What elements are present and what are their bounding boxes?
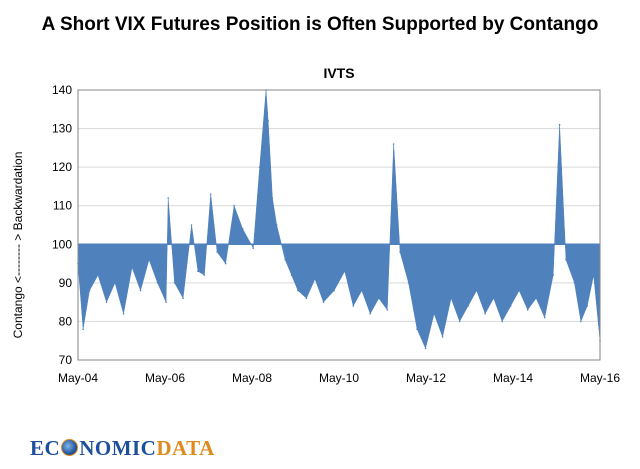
- ivts-point-55: [501, 320, 503, 323]
- ivts-point-64: [573, 282, 576, 284]
- y-tick-label-140: 140: [52, 83, 72, 97]
- y-tick-label-130: 130: [52, 122, 72, 136]
- y-tick-label-80: 80: [59, 314, 73, 328]
- ivts-point-31: [297, 289, 299, 292]
- ivts-point-3: [97, 274, 99, 276]
- ivts-point-15: [190, 224, 193, 226]
- ivts-point-24: [258, 166, 261, 168]
- ivts-point-29: [284, 258, 286, 261]
- ivts-point-63: [565, 258, 567, 261]
- ivts-point-40: [377, 297, 380, 300]
- ivts-point-46: [424, 347, 427, 350]
- x-tick-label-May-12: May-12: [406, 371, 446, 385]
- ivts-point-8: [139, 289, 142, 292]
- ivts-series-area: [77, 89, 601, 350]
- ivts-point-19: [216, 251, 218, 253]
- x-tick-label-May-16: May-16: [580, 371, 620, 385]
- ivts-point-43: [399, 251, 401, 253]
- ivts-point-10: [156, 282, 159, 284]
- ivts-point-14: [182, 297, 184, 300]
- ivts-point-66: [586, 305, 589, 307]
- ivts-point-23: [252, 247, 255, 249]
- ivts-point-47: [433, 312, 435, 315]
- ivts-point-18: [209, 193, 212, 195]
- globe-icon: [61, 439, 79, 456]
- ivts-point-49: [450, 297, 452, 300]
- ivts-point-30: [290, 274, 293, 276]
- ivts-point-4: [105, 301, 108, 303]
- ivts-point-61: [552, 274, 555, 276]
- ivts-point-39: [369, 312, 372, 315]
- ivts-point-16: [197, 270, 199, 273]
- x-tick-label-May-04: May-04: [58, 371, 98, 385]
- ivts-point-22: [241, 228, 244, 230]
- ivts-point-11: [165, 301, 167, 303]
- ivts-point-38: [360, 289, 363, 292]
- logo-part-1: EC: [30, 436, 61, 460]
- ivts-point-9: [148, 258, 150, 261]
- y-tick-label-90: 90: [59, 276, 73, 290]
- chart-title: IVTS: [323, 65, 354, 81]
- x-tick-label-May-08: May-08: [232, 371, 272, 385]
- ivts-point-44: [407, 282, 410, 284]
- ivts-point-60: [543, 316, 546, 319]
- page-title: A Short VIX Futures Position is Often Su…: [41, 14, 599, 35]
- ivts-point-20: [224, 262, 227, 265]
- ivts-point-36: [343, 270, 346, 273]
- x-tick-label-May-06: May-06: [145, 371, 185, 385]
- y-tick-label-120: 120: [52, 160, 72, 174]
- x-tick-label-May-14: May-14: [493, 371, 533, 385]
- ivts-point-27: [271, 197, 274, 199]
- ivts-point-34: [322, 301, 325, 303]
- ivts-point-35: [333, 289, 335, 292]
- ivts-point-50: [458, 320, 461, 323]
- y-tick-label-70: 70: [59, 353, 73, 367]
- logo-part-3: DATA: [156, 436, 215, 460]
- ivts-point-1: [82, 328, 84, 330]
- ivts-point-26: [267, 120, 269, 122]
- ivts-point-59: [535, 297, 537, 300]
- ivts-point-41: [386, 309, 389, 311]
- y-tick-label-100: 100: [52, 237, 72, 251]
- ivts-point-5: [114, 282, 116, 284]
- y-tick-label-110: 110: [53, 199, 72, 213]
- ivts-point-51: [467, 305, 469, 307]
- plot-area-border: [77, 89, 601, 361]
- ivts-point-6: [122, 312, 125, 315]
- x-tick-label-May-10: May-10: [319, 371, 359, 385]
- ivts-point-21: [233, 204, 235, 207]
- ivts-point-57: [518, 289, 520, 292]
- ivts-point-37: [352, 305, 355, 307]
- logo-part-2: NOMIC: [79, 436, 157, 460]
- ivts-chart: IVTS Contango <-------- > Backwardation …: [11, 65, 620, 385]
- ivts-point-52: [475, 289, 478, 292]
- ivts-point-42: [392, 143, 395, 145]
- ivts-point-67: [592, 274, 595, 276]
- ivts-point-28: [275, 224, 278, 226]
- ivts-point-54: [492, 297, 495, 300]
- ivts-point-17: [203, 274, 206, 276]
- ivts-point-32: [305, 297, 308, 300]
- economicdata-logo: EC NOMICDATA: [30, 436, 215, 461]
- y-axis-label: Contango <-------- > Backwardation: [11, 152, 25, 339]
- ivts-point-13: [173, 282, 176, 284]
- ivts-point-33: [314, 278, 316, 280]
- ivts-point-2: [88, 289, 91, 292]
- ivts-point-53: [484, 312, 486, 315]
- ivts-point-56: [509, 305, 512, 307]
- ivts-point-12: [167, 197, 169, 199]
- ivts-point-48: [441, 336, 444, 338]
- ivts-point-65: [580, 320, 582, 323]
- ivts-point-58: [526, 309, 529, 311]
- ivts-point-7: [131, 266, 133, 269]
- ivts-point-45: [416, 328, 418, 330]
- ivts-point-62: [558, 123, 561, 126]
